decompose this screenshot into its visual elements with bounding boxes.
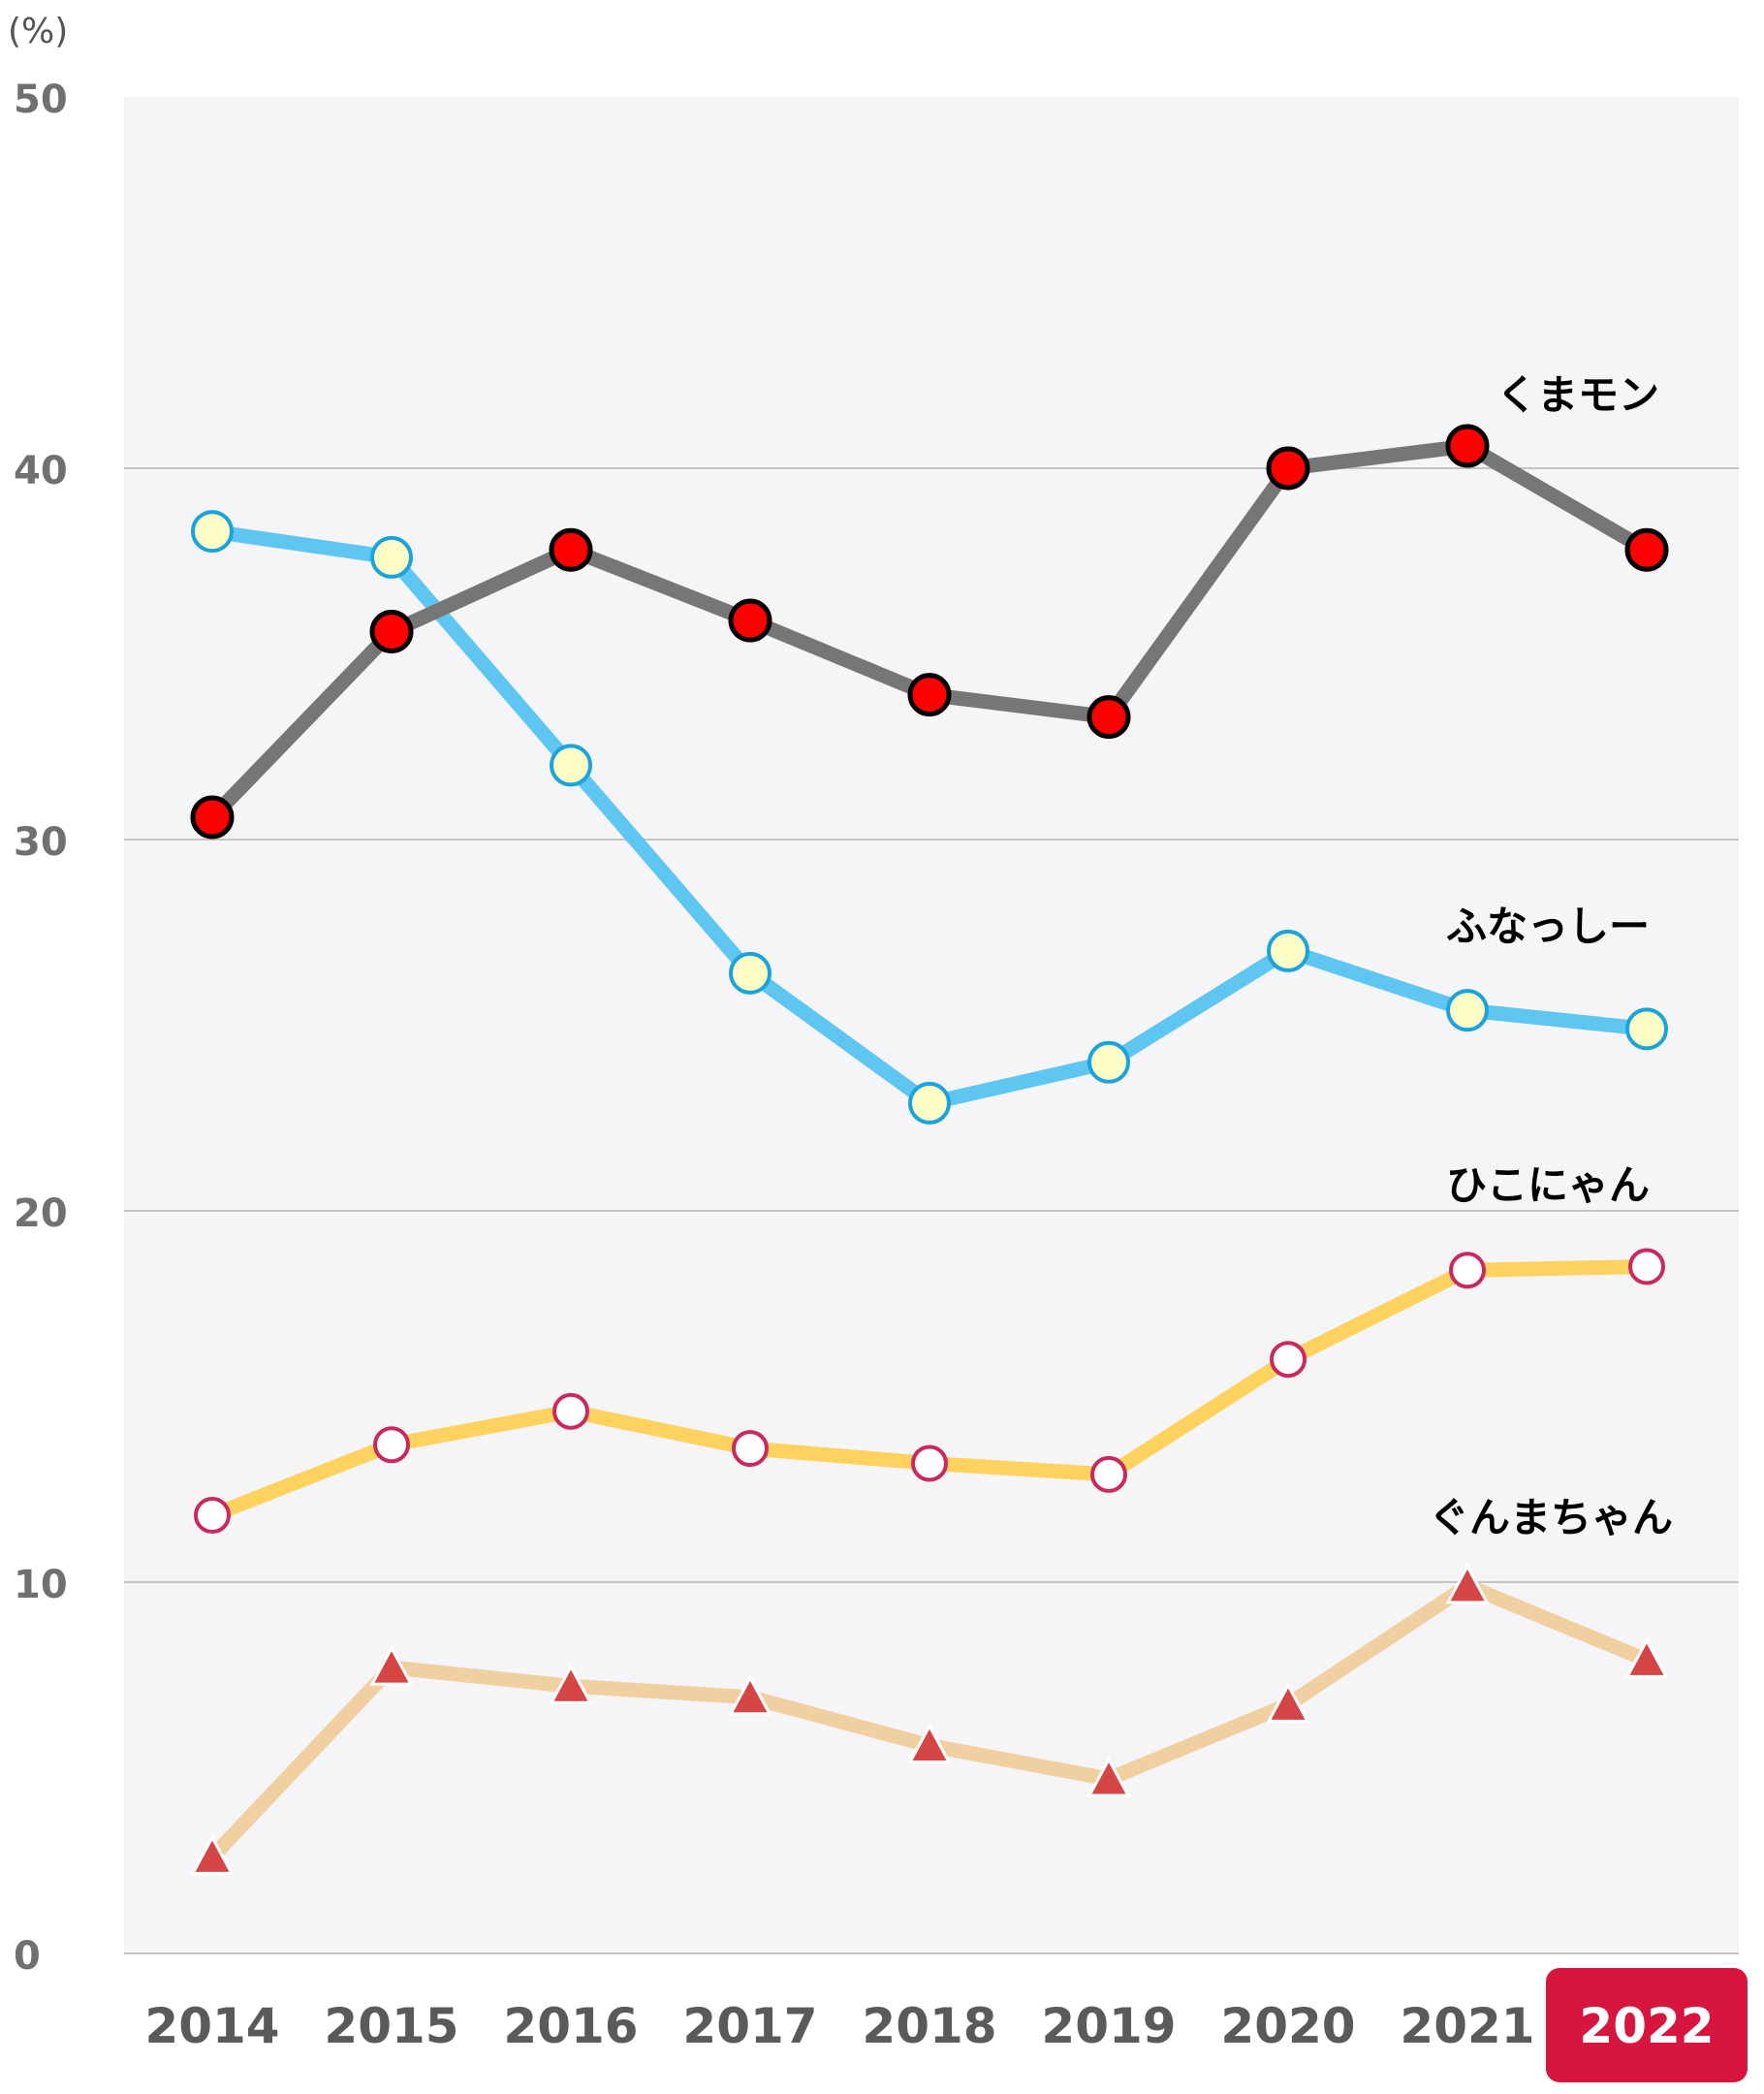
data-point: [1267, 929, 1309, 972]
x-tick-label: 2015: [324, 1998, 458, 2054]
x-tick-label: 2022: [1579, 1998, 1714, 2054]
y-tick-label: 20: [14, 1191, 68, 1236]
highlight-year-badge: [1546, 1968, 1748, 2082]
data-point: [194, 1497, 231, 1535]
data-point: [1087, 695, 1131, 740]
data-point: [550, 744, 592, 787]
x-tick-label: 2018: [862, 1998, 996, 2054]
data-point: [549, 1664, 593, 1704]
data-point: [552, 1392, 589, 1430]
x-axis-ticks: 2014 2015 2016 2017 2018 2019 2020 2021 2022: [144, 1968, 1748, 2082]
y-tick-label: 50: [14, 78, 68, 122]
data-point: [190, 1834, 235, 1875]
data-point: [728, 598, 772, 643]
data-point: [907, 673, 952, 717]
data-point: [1266, 1682, 1310, 1723]
y-axis-ticks: 0 10 20 30 40 50: [14, 78, 68, 1979]
series-label: ぐんまちゃん: [1429, 1494, 1673, 1541]
x-tick-label: 2020: [1220, 1998, 1355, 2054]
x-tick-label: 2021: [1400, 1998, 1534, 2054]
data-point: [1628, 1248, 1665, 1285]
data-point: [907, 1723, 952, 1764]
x-tick-label: 2019: [1041, 1998, 1176, 2054]
y-tick-label: 40: [14, 449, 68, 493]
gridlines: [124, 467, 1739, 1954]
series-markers: [190, 424, 1669, 1875]
data-point: [728, 1674, 772, 1716]
y-axis-unit: (%): [8, 12, 68, 51]
data-point: [1446, 989, 1489, 1032]
data-point: [1624, 1637, 1669, 1678]
series-label: くまモン: [1496, 371, 1659, 419]
data-point: [1624, 527, 1669, 572]
data-point: [1449, 1252, 1486, 1289]
data-point: [911, 1444, 948, 1482]
data-point: [191, 510, 234, 554]
data-point: [1625, 1007, 1668, 1051]
data-point: [1087, 1756, 1131, 1797]
y-tick-label: 30: [14, 820, 68, 865]
data-point: [370, 535, 413, 579]
data-point: [369, 1644, 414, 1686]
series-label: ふなっしー: [1446, 903, 1650, 950]
data-point: [1090, 1455, 1127, 1493]
x-tick-label: 2016: [503, 1998, 638, 2054]
y-tick-label: 10: [14, 1563, 68, 1607]
data-point: [190, 795, 235, 840]
y-tick-label: 0: [14, 1934, 41, 1979]
data-point: [369, 610, 414, 654]
data-point: [373, 1426, 410, 1464]
x-tick-label: 2014: [144, 1998, 279, 2054]
data-point: [1445, 1563, 1490, 1604]
x-tick-label: 2017: [682, 1998, 817, 2054]
data-point: [549, 527, 593, 572]
data-point: [732, 1430, 769, 1468]
data-point: [908, 1081, 951, 1125]
data-point: [1445, 424, 1490, 468]
data-point: [1266, 446, 1310, 491]
data-point: [1087, 1040, 1130, 1084]
series-label: ひこにゃん: [1446, 1161, 1650, 1209]
data-point: [729, 951, 772, 995]
data-point: [1270, 1341, 1307, 1379]
